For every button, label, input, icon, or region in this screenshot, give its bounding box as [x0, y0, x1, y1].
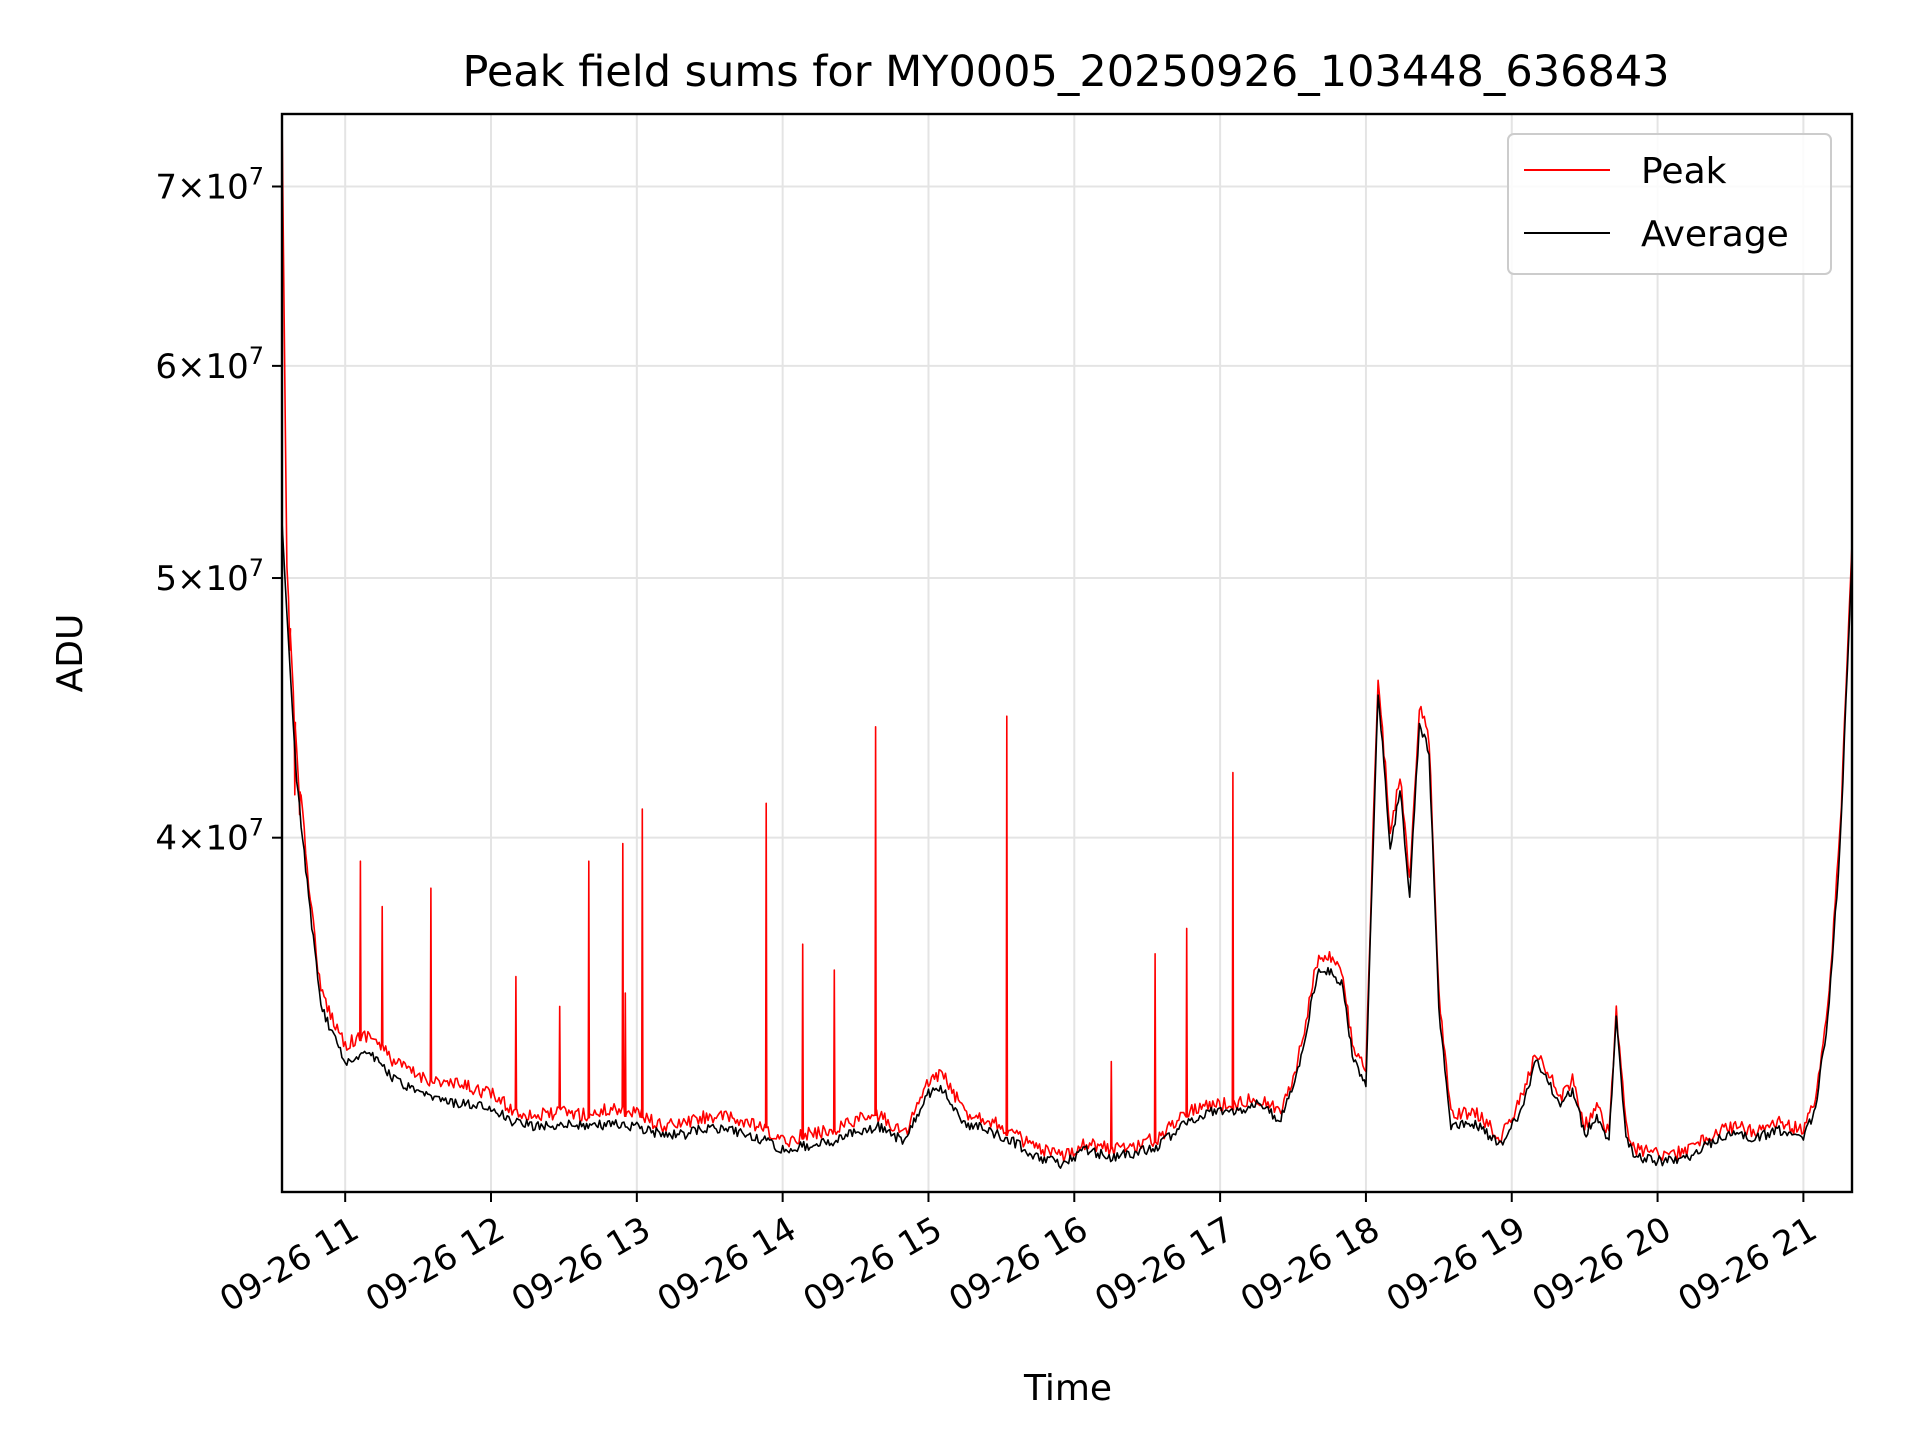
chart-title: Peak field sums for MY0005_20250926_1034… — [462, 47, 1669, 97]
legend: Peak Average — [1507, 133, 1832, 275]
legend-label-peak: Peak — [1641, 151, 1727, 192]
series-lines — [281, 113, 1853, 1169]
plot-frame — [280, 112, 1854, 1194]
series-line-average — [281, 521, 1853, 1169]
y-tick-label: 4×107 — [155, 814, 264, 859]
y-tick-label: 6×107 — [155, 342, 264, 387]
y-tick-label: 5×107 — [155, 554, 264, 599]
legend-label-average: Average — [1641, 214, 1789, 255]
y-axis-title: ADU — [50, 614, 91, 693]
grid-lines — [282, 114, 1852, 1192]
y-tick-label: 7×107 — [155, 162, 264, 207]
y-axis-ticks: 4×107 5×107 6×107 7×107 — [155, 162, 282, 859]
series-line-peak — [281, 113, 1853, 1163]
x-axis-title: Time — [1023, 1368, 1112, 1409]
